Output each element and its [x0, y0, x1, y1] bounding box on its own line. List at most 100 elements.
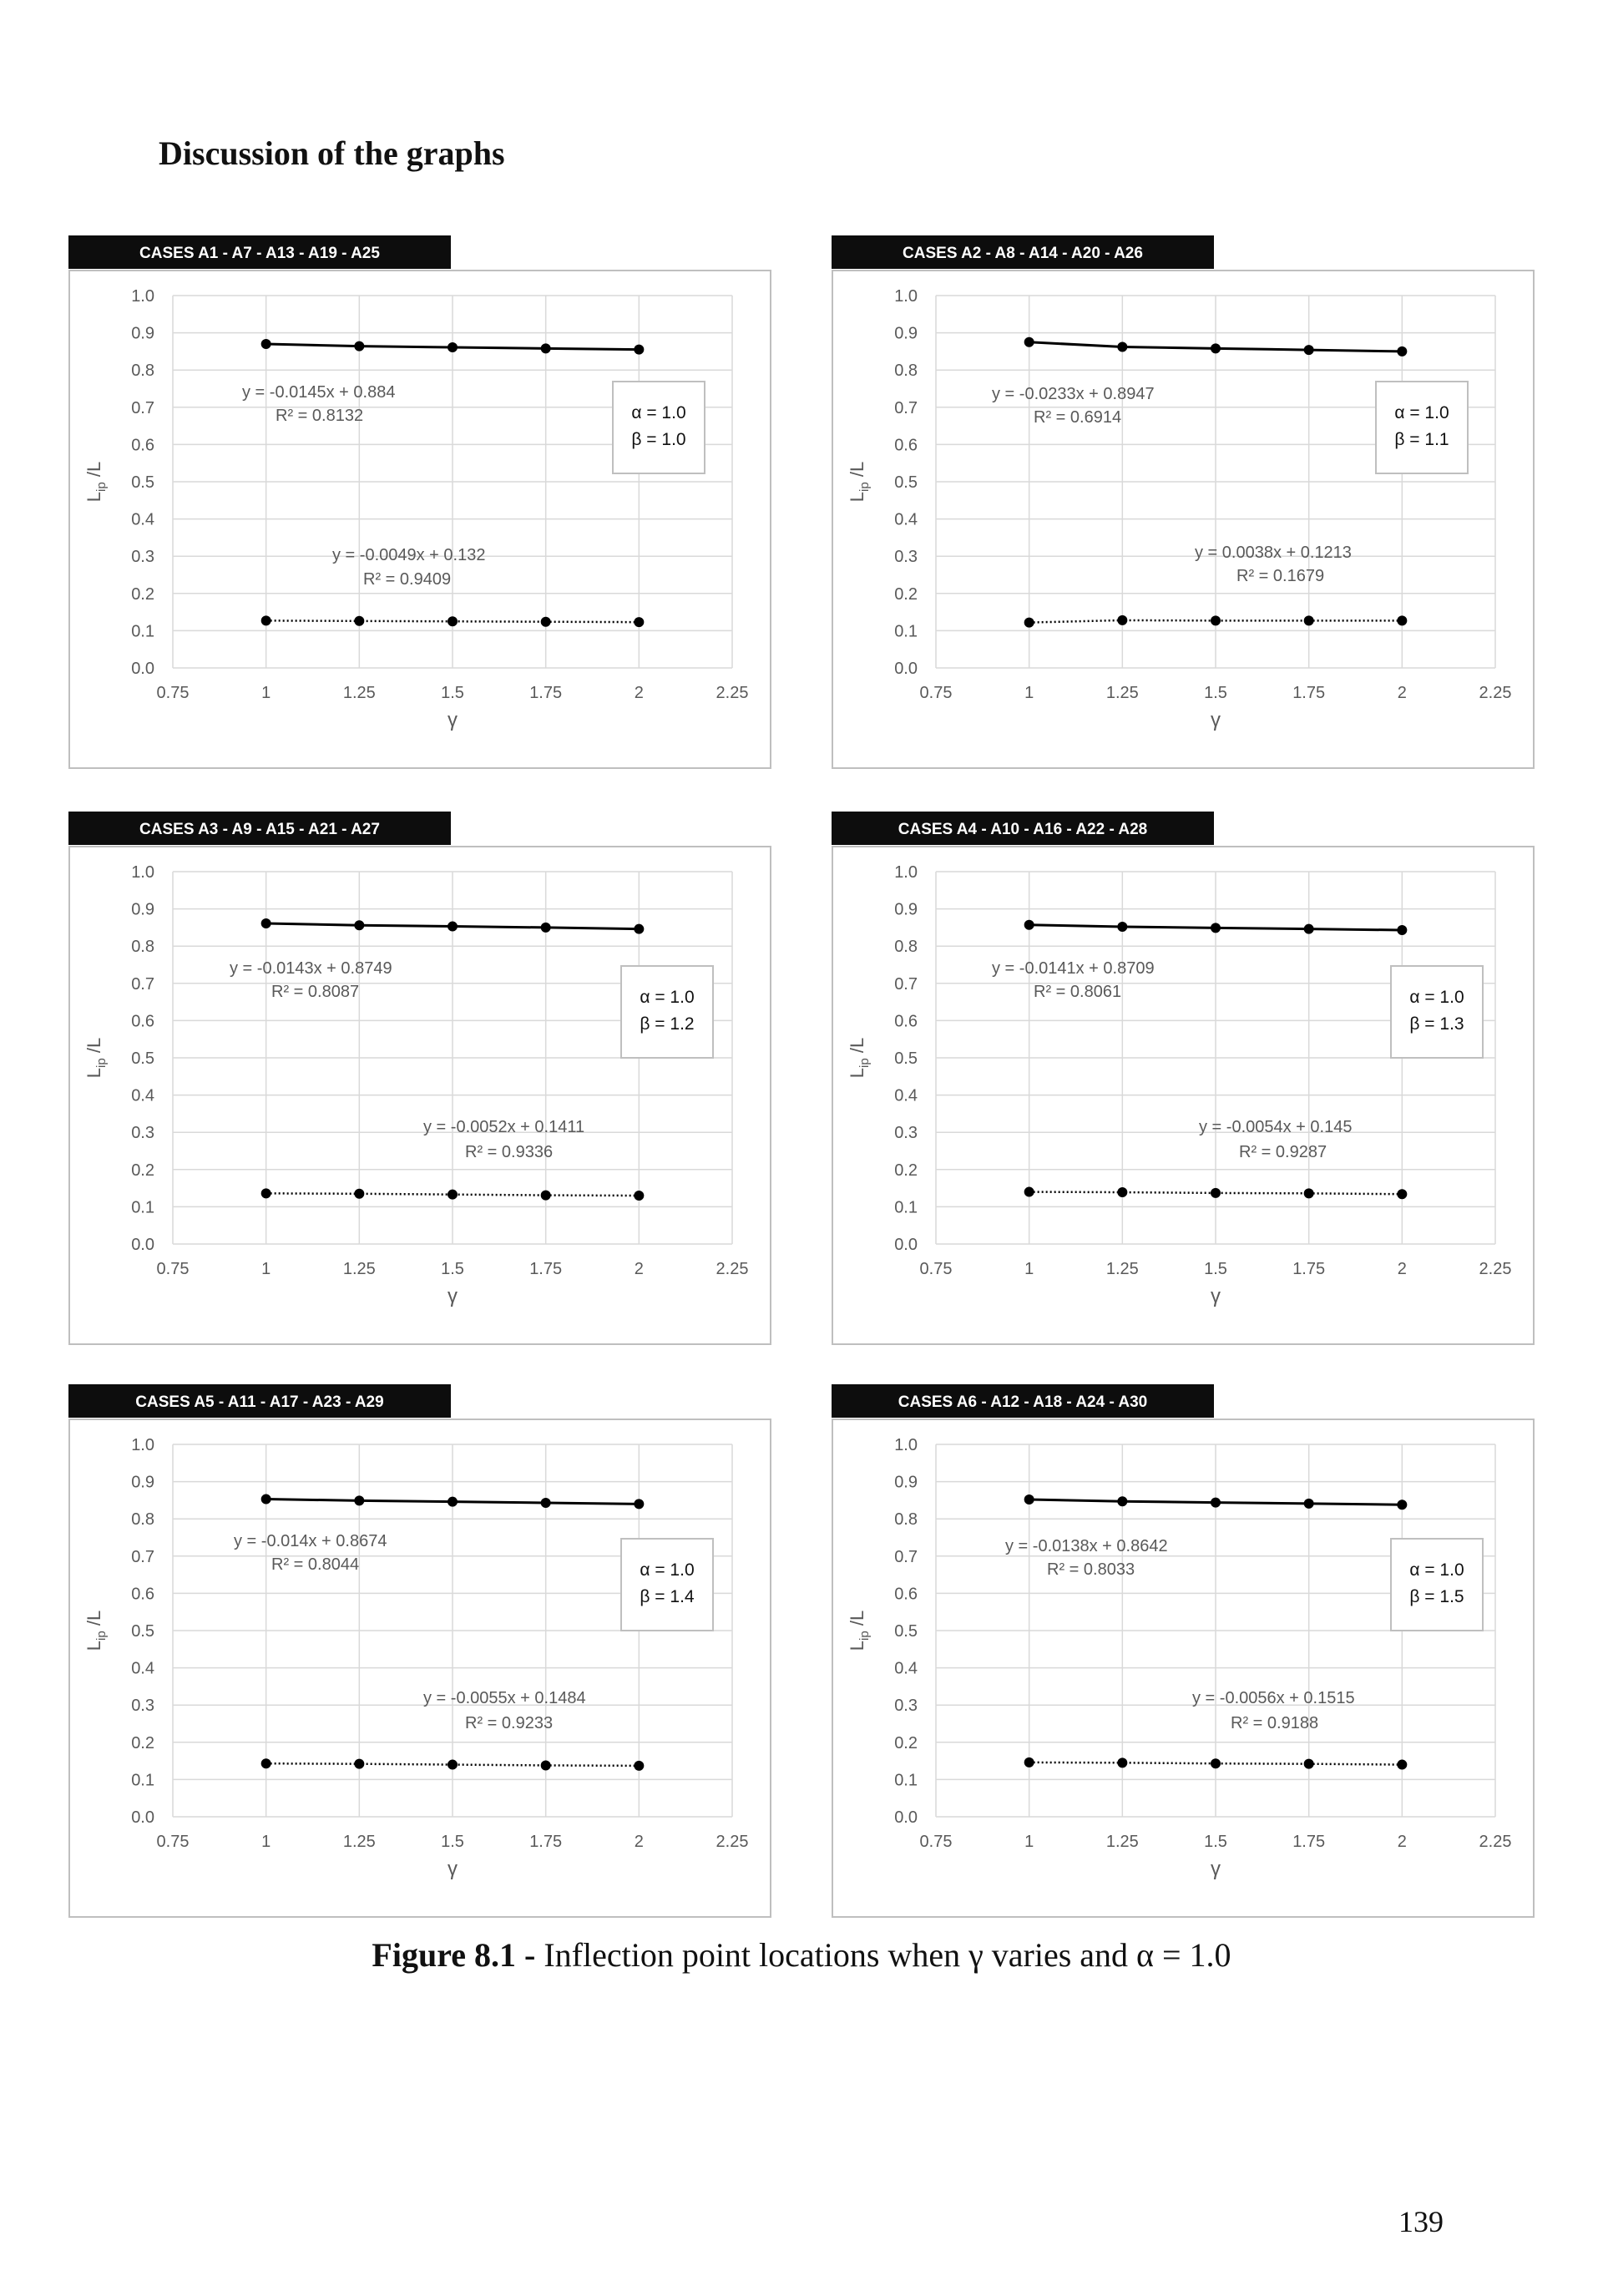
y-axis-title: Lip /L: [83, 1038, 109, 1078]
series-1-point: [448, 921, 458, 932]
x-tick-label: 1.75: [1292, 1833, 1325, 1851]
y-tick-label: 0.8: [131, 362, 154, 380]
y-tick-label: 0.0: [131, 1808, 154, 1827]
y-tick-label: 0.7: [131, 1548, 154, 1566]
y-axis-title: Lip /L: [83, 462, 109, 502]
y-tick-label: 0.9: [131, 1474, 154, 1492]
trendline-equation-1: y = -0.0138x + 0.8642: [1005, 1537, 1168, 1555]
series-2-point: [540, 1190, 551, 1201]
series-1-point: [1211, 923, 1221, 933]
series-2-point: [1024, 1757, 1034, 1768]
y-axis-title: Lip /L: [83, 1611, 109, 1651]
y-tick-label: 0.0: [131, 1236, 154, 1254]
x-tick-label: 1.25: [343, 1833, 376, 1851]
series-2-point: [260, 615, 271, 626]
x-tick-label: 1: [1024, 1833, 1034, 1851]
x-tick-label: 1.5: [1204, 1260, 1227, 1278]
params-box: [612, 381, 705, 474]
param-beta: β = 1.5: [1409, 1587, 1464, 1606]
y-tick-label: 0.5: [894, 1622, 918, 1641]
y-tick-label: 0.1: [131, 1198, 154, 1216]
param-alpha: α = 1.0: [1409, 988, 1464, 1007]
page-heading: Discussion of the graphs: [159, 134, 505, 172]
trendline-equation-1: y = -0.0233x + 0.8947: [992, 385, 1155, 403]
x-tick-label: 2: [635, 684, 644, 702]
series-2-point: [1211, 1758, 1221, 1769]
x-tick-label: 2: [635, 1833, 644, 1851]
y-tick-label: 0.1: [894, 1198, 918, 1216]
y-tick-label: 0.9: [894, 901, 918, 919]
series-2-point: [1303, 1758, 1314, 1769]
trendline-r2-2: R² = 0.9233: [465, 1714, 553, 1732]
y-tick-label: 0.6: [131, 436, 154, 454]
params-box: [1375, 381, 1469, 474]
figure-caption-label: Figure 8.1 -: [372, 1936, 536, 1974]
series-1-point: [1117, 1496, 1128, 1507]
series-2-point: [1397, 1759, 1408, 1770]
chart-title-bar: [832, 812, 1214, 845]
series-1-point: [1303, 345, 1314, 356]
series-2-point: [260, 1758, 271, 1769]
series-1-point: [448, 341, 458, 352]
y-tick-label: 0.4: [894, 511, 918, 529]
chart-panel-4: CASES A4 - A10 - A16 - A22 - A28 0.0 0.1 0.…: [832, 812, 1535, 1353]
series-2-point: [1024, 1186, 1034, 1197]
series-1-point: [260, 338, 271, 349]
series-1-point: [1303, 923, 1314, 934]
y-tick-label: 0.3: [894, 548, 918, 566]
x-tick-label: 1.25: [343, 684, 376, 702]
series-1-point: [448, 1496, 458, 1507]
series-1-point: [1397, 346, 1408, 357]
x-axis-title: γ: [448, 1858, 458, 1880]
y-tick-label: 0.6: [894, 436, 918, 454]
x-tick-label: 1: [1024, 684, 1034, 702]
trendline-equation-2: y = -0.0056x + 0.1515: [1192, 1689, 1355, 1707]
x-tick-label: 1.25: [343, 1260, 376, 1278]
x-tick-label: 1.75: [1292, 1260, 1325, 1278]
y-tick-label: 0.9: [131, 325, 154, 343]
param-beta: β = 1.1: [1394, 430, 1449, 449]
trendline-r2-2: R² = 0.9287: [1239, 1143, 1327, 1161]
trendline-equation-2: y = -0.0054x + 0.145: [1199, 1118, 1352, 1136]
trendline-equation-2: y = -0.0052x + 0.1411: [423, 1118, 584, 1136]
x-tick-label: 1.5: [441, 684, 464, 702]
series-1-point: [540, 922, 551, 933]
chart-svg: CASES A2 - A8 - A14 - A20 - A26 0.0 0.1 0.2…: [832, 235, 1535, 769]
series-1-point: [634, 923, 645, 934]
y-tick-label: 0.0: [894, 1236, 918, 1254]
y-tick-label: 0.9: [894, 1474, 918, 1492]
param-beta: β = 1.3: [1409, 1014, 1464, 1034]
chart-panel-2: CASES A2 - A8 - A14 - A20 - A26 0.0 0.1 0.2…: [832, 235, 1535, 776]
trendline-equation-1: y = -0.0145x + 0.884: [242, 383, 395, 402]
params-box: [620, 1538, 714, 1631]
y-tick-label: 0.0: [131, 660, 154, 678]
param-alpha: α = 1.0: [640, 988, 694, 1007]
trendline-equation-1: y = -0.0141x + 0.8709: [992, 959, 1155, 978]
series-2-point: [1211, 1187, 1221, 1198]
chart-title-bar: [832, 235, 1214, 269]
series-1-point: [1117, 341, 1128, 352]
series-2-point: [1303, 615, 1314, 626]
series-2-point: [1303, 1188, 1314, 1199]
series-2-point: [448, 616, 458, 627]
chart-title: CASES A3 - A9 - A15 - A21 - A27: [139, 821, 380, 838]
series-2-point: [540, 1760, 551, 1771]
y-tick-label: 0.1: [131, 622, 154, 640]
param-alpha: α = 1.0: [631, 403, 685, 422]
series-1-point: [634, 344, 645, 355]
chart-panel-6: CASES A6 - A12 - A18 - A24 - A30 0.0 0.1 0.…: [832, 1384, 1535, 1925]
series-1-point: [260, 918, 271, 928]
series-1-point: [540, 1498, 551, 1509]
series-2-point: [1397, 615, 1408, 626]
series-1-point: [1397, 1499, 1408, 1510]
y-axis-title: Lip /L: [847, 462, 872, 502]
figure-caption: Figure 8.1 - Inflection point locations …: [0, 1935, 1603, 1975]
x-tick-label: 0.75: [157, 1833, 190, 1851]
chart-title: CASES A6 - A12 - A18 - A24 - A30: [898, 1393, 1147, 1411]
x-axis-title: γ: [1211, 1858, 1221, 1880]
y-tick-label: 0.0: [894, 1808, 918, 1827]
trendline-r2-1: R² = 0.8132: [276, 407, 363, 425]
trendline-r2-2: R² = 0.1679: [1236, 567, 1324, 585]
y-tick-label: 0.3: [894, 1124, 918, 1142]
param-alpha: α = 1.0: [1394, 403, 1449, 422]
